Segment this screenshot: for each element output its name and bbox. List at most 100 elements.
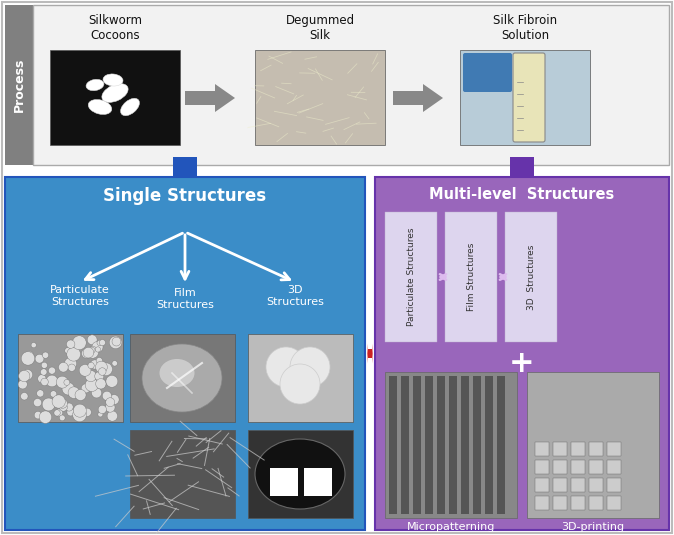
Text: Film
Structures: Film Structures xyxy=(156,288,214,310)
Circle shape xyxy=(92,341,103,353)
Circle shape xyxy=(280,364,320,404)
FancyBboxPatch shape xyxy=(535,442,549,456)
Circle shape xyxy=(96,361,107,373)
Text: Micropatterning: Micropatterning xyxy=(407,522,495,532)
Circle shape xyxy=(88,362,94,369)
FancyBboxPatch shape xyxy=(589,460,603,474)
FancyBboxPatch shape xyxy=(185,91,215,105)
Ellipse shape xyxy=(142,344,222,412)
FancyBboxPatch shape xyxy=(385,372,517,518)
Circle shape xyxy=(35,354,44,363)
Text: Silkworm
Cocoons: Silkworm Cocoons xyxy=(88,14,142,42)
Circle shape xyxy=(18,380,27,389)
Circle shape xyxy=(42,398,55,411)
FancyBboxPatch shape xyxy=(460,50,590,145)
Circle shape xyxy=(68,364,75,371)
Ellipse shape xyxy=(160,359,195,387)
Circle shape xyxy=(95,347,100,352)
FancyBboxPatch shape xyxy=(437,376,445,514)
Circle shape xyxy=(85,378,98,392)
FancyBboxPatch shape xyxy=(173,157,197,177)
FancyBboxPatch shape xyxy=(497,376,505,514)
FancyBboxPatch shape xyxy=(513,53,545,142)
FancyBboxPatch shape xyxy=(255,50,385,145)
Polygon shape xyxy=(423,84,443,112)
Circle shape xyxy=(42,352,49,358)
FancyBboxPatch shape xyxy=(393,91,423,105)
Circle shape xyxy=(73,408,86,422)
Circle shape xyxy=(46,375,58,387)
Text: Single Structures: Single Structures xyxy=(103,187,266,205)
FancyBboxPatch shape xyxy=(535,496,549,510)
Circle shape xyxy=(87,335,97,345)
Circle shape xyxy=(102,391,112,401)
FancyBboxPatch shape xyxy=(248,430,353,518)
Circle shape xyxy=(266,347,306,387)
FancyBboxPatch shape xyxy=(589,496,603,510)
Circle shape xyxy=(65,357,77,370)
FancyBboxPatch shape xyxy=(130,430,235,518)
Circle shape xyxy=(83,347,94,358)
Circle shape xyxy=(41,378,49,386)
FancyBboxPatch shape xyxy=(607,460,621,474)
Circle shape xyxy=(19,370,30,381)
Circle shape xyxy=(112,337,121,346)
FancyBboxPatch shape xyxy=(5,5,33,165)
Circle shape xyxy=(67,409,74,416)
Text: +: + xyxy=(509,349,534,378)
Ellipse shape xyxy=(88,100,112,114)
Circle shape xyxy=(83,408,92,416)
FancyBboxPatch shape xyxy=(589,442,603,456)
Circle shape xyxy=(44,378,53,386)
Ellipse shape xyxy=(103,74,123,86)
Text: Particulate Structures: Particulate Structures xyxy=(406,228,415,326)
FancyBboxPatch shape xyxy=(425,376,433,514)
Circle shape xyxy=(73,404,86,417)
Circle shape xyxy=(55,409,63,417)
FancyBboxPatch shape xyxy=(270,468,298,496)
Circle shape xyxy=(81,384,90,393)
Circle shape xyxy=(75,389,86,401)
Circle shape xyxy=(62,383,75,395)
Circle shape xyxy=(105,402,115,412)
Circle shape xyxy=(22,370,32,380)
FancyBboxPatch shape xyxy=(553,496,567,510)
Circle shape xyxy=(67,340,75,348)
Circle shape xyxy=(98,368,106,376)
Circle shape xyxy=(112,361,117,366)
Circle shape xyxy=(72,336,86,350)
Circle shape xyxy=(109,336,122,349)
Circle shape xyxy=(106,376,118,387)
FancyBboxPatch shape xyxy=(130,334,235,422)
FancyBboxPatch shape xyxy=(553,460,567,474)
Circle shape xyxy=(90,360,99,369)
Circle shape xyxy=(49,367,55,374)
Circle shape xyxy=(79,364,91,376)
FancyBboxPatch shape xyxy=(385,212,437,342)
Circle shape xyxy=(67,347,81,361)
Circle shape xyxy=(38,374,46,383)
Circle shape xyxy=(39,411,52,423)
Text: Degummed
Silk: Degummed Silk xyxy=(285,14,355,42)
Circle shape xyxy=(34,411,42,419)
FancyBboxPatch shape xyxy=(535,478,549,492)
Circle shape xyxy=(59,362,68,372)
FancyBboxPatch shape xyxy=(445,212,497,342)
FancyBboxPatch shape xyxy=(607,478,621,492)
FancyBboxPatch shape xyxy=(50,50,180,145)
Text: 3D-printing: 3D-printing xyxy=(561,522,625,532)
FancyBboxPatch shape xyxy=(461,376,469,514)
Circle shape xyxy=(92,388,102,398)
FancyBboxPatch shape xyxy=(413,376,421,514)
FancyBboxPatch shape xyxy=(485,376,493,514)
Circle shape xyxy=(59,415,65,421)
Circle shape xyxy=(88,347,95,354)
Circle shape xyxy=(100,363,113,376)
Ellipse shape xyxy=(121,98,140,116)
Circle shape xyxy=(96,379,106,389)
Polygon shape xyxy=(367,343,368,363)
FancyBboxPatch shape xyxy=(553,478,567,492)
Text: Film Structures: Film Structures xyxy=(466,243,475,311)
Circle shape xyxy=(21,351,35,365)
Circle shape xyxy=(82,408,90,417)
